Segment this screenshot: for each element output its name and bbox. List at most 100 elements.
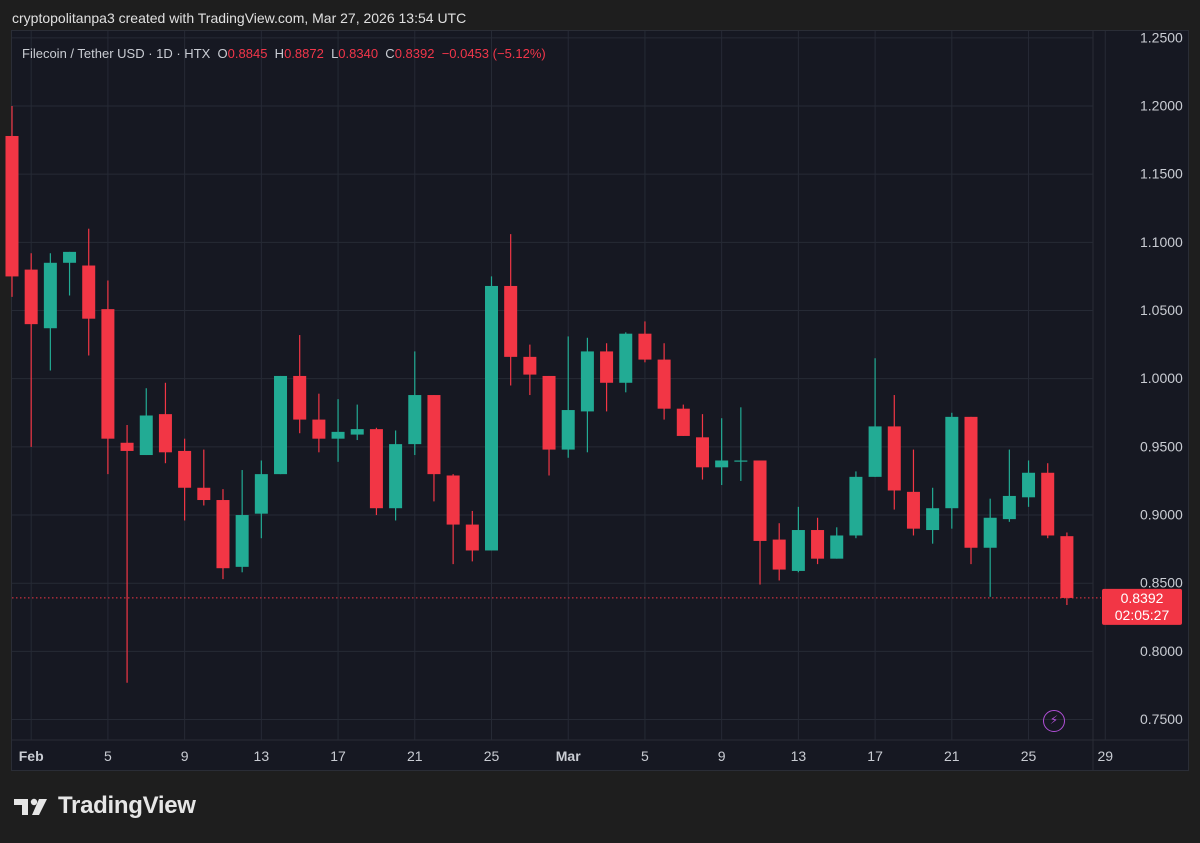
candle-body	[619, 333, 633, 383]
candle-body	[580, 351, 594, 412]
y-tick-label: 0.7500	[1140, 711, 1183, 727]
candle	[1002, 449, 1016, 522]
x-tick-label: 9	[181, 748, 189, 764]
candle-body	[63, 251, 77, 263]
price-badge	[1102, 588, 1182, 625]
candle-body	[926, 508, 940, 531]
candle-body	[485, 285, 498, 551]
x-tick-label: 17	[330, 748, 346, 764]
candle-body	[1041, 472, 1055, 536]
y-tick-label: 0.9000	[1140, 507, 1183, 523]
candle	[791, 506, 805, 573]
close-value: 0.8392	[394, 46, 435, 61]
candle-body	[983, 517, 997, 548]
candle-body	[868, 426, 882, 477]
candle	[139, 388, 153, 456]
low-value: 0.8340	[338, 46, 379, 61]
candle-body	[849, 476, 863, 536]
y-tick-label: 1.2000	[1140, 97, 1183, 113]
candle	[868, 358, 882, 477]
candle-body	[350, 429, 364, 435]
y-tick-label: 1.0500	[1140, 302, 1183, 318]
candle-body	[945, 416, 959, 509]
high-label: H	[274, 46, 285, 61]
candles	[5, 105, 1074, 683]
price-axis: 1.2500 1.2000 1.1500 1.1000 1.0500 1.0000 0.95…	[1140, 29, 1183, 727]
candle-body	[158, 414, 172, 453]
candle	[120, 425, 134, 683]
candle	[676, 404, 690, 436]
low-label: L	[331, 46, 339, 61]
attribution-text: cryptopolitanpa3 created with TradingVie…	[12, 10, 467, 26]
open-value: 0.8845	[227, 46, 268, 61]
candle	[657, 343, 671, 420]
candle	[983, 498, 997, 597]
candle	[485, 276, 498, 551]
x-tick-label: 25	[484, 748, 500, 764]
logo-text: TradingView	[58, 792, 196, 819]
candle-body	[1002, 495, 1016, 520]
candle-body	[772, 539, 786, 570]
candle-body	[542, 375, 556, 450]
candle-body	[906, 491, 920, 529]
x-tick-label: 25	[1021, 748, 1037, 764]
price-badge-countdown: 02:05:27	[1115, 607, 1170, 623]
candle	[1060, 532, 1074, 606]
candle	[849, 471, 863, 539]
candle-body	[504, 285, 518, 357]
candle-body	[887, 426, 901, 491]
candle	[101, 280, 115, 475]
candle	[772, 523, 786, 581]
candle-body	[427, 395, 441, 475]
tradingview-logo[interactable]: TradingView	[14, 792, 196, 820]
candle-body	[216, 500, 230, 569]
candle	[523, 344, 537, 396]
candle	[619, 332, 633, 393]
x-tick-label: 5	[641, 748, 649, 764]
candle-body	[523, 356, 537, 375]
candle-body	[964, 416, 978, 548]
y-tick-label: 0.8000	[1140, 643, 1183, 659]
candle	[24, 253, 38, 447]
high-value: 0.8872	[284, 46, 324, 61]
price-badge-price: 0.8392	[1121, 590, 1164, 606]
lightning-icon[interactable]: ⚡	[1043, 710, 1065, 732]
x-tick-label: 13	[791, 748, 807, 764]
candle	[446, 474, 460, 565]
candle	[312, 393, 326, 453]
candle	[235, 470, 249, 573]
x-tick-label: Feb	[19, 748, 44, 764]
candle-body	[293, 375, 307, 420]
x-tick-label: 13	[254, 748, 270, 764]
candle	[753, 460, 767, 585]
candle-body	[408, 395, 422, 445]
candle-body	[120, 442, 134, 451]
candle-body	[446, 475, 460, 525]
candle	[158, 382, 172, 464]
open-label: O	[217, 46, 228, 61]
candle-body	[1060, 536, 1074, 598]
symbol-legend[interactable]: Filecoin / Tether USD · 1D · HTX O0.8845…	[22, 46, 546, 61]
candle	[274, 375, 288, 475]
change-value: −0.0453 (−5.12%)	[441, 46, 546, 61]
candle-body	[101, 309, 115, 439]
candle	[734, 407, 748, 481]
candle	[63, 251, 77, 296]
y-tick-label: 1.2500	[1140, 29, 1183, 45]
candle	[811, 517, 825, 565]
candle	[1041, 463, 1055, 539]
candle	[926, 487, 940, 544]
candle	[369, 427, 383, 516]
chart-panel[interactable]	[11, 30, 1189, 771]
candle	[638, 321, 652, 363]
candle-body	[657, 359, 671, 409]
grid-lines	[12, 31, 1188, 770]
candle	[216, 489, 230, 580]
candle-body	[178, 450, 192, 488]
candle	[178, 438, 192, 521]
candle	[504, 234, 518, 386]
time-axis: Feb 5 9 13 17 21 25 Mar 5 9 13 17 21 25 29	[19, 748, 1114, 764]
y-tick-label: 0.9500	[1140, 438, 1183, 454]
